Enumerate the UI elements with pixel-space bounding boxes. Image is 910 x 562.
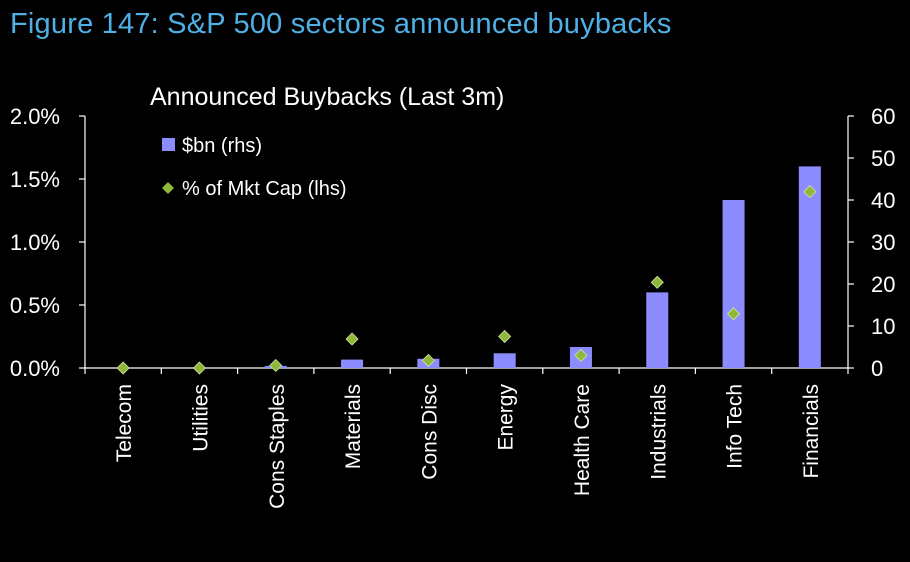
right-axis-tick-label: 20 <box>871 272 895 297</box>
legend-marker-label: % of Mkt Cap (lhs) <box>182 178 346 200</box>
bar <box>341 359 364 368</box>
x-axis-tick-label: Financials <box>800 384 823 479</box>
marker-point <box>574 348 588 362</box>
bar <box>493 353 516 368</box>
x-axis-labels: Telecom Utilities Cons Staples Materials Con… <box>84 368 849 509</box>
x-axis-tick-label: Industrials <box>647 384 670 480</box>
x-axis-tick-label: Info Tech <box>724 384 747 469</box>
right-axis-tick-label: 50 <box>871 146 895 171</box>
x-axis-tick-label: Cons Disc <box>418 384 441 480</box>
marker-point <box>116 361 130 375</box>
x-axis-tick-label: Energy <box>495 384 518 451</box>
legend-bar-swatch <box>162 138 175 151</box>
marker-point <box>192 361 207 375</box>
bar-series <box>264 166 821 368</box>
left-axis-tick-label: 0.0% <box>10 356 60 381</box>
x-axis-tick-label: Telecom <box>113 384 136 462</box>
bar <box>646 292 669 368</box>
right-axis: 0 10 20 30 40 50 60 <box>847 104 895 381</box>
bar <box>722 200 745 368</box>
x-axis-tick-label: Health Care <box>571 384 594 496</box>
left-axis-tick-label: 1.0% <box>10 230 60 255</box>
marker-series <box>116 185 817 375</box>
marker-point <box>269 358 283 373</box>
marker-point <box>650 275 664 289</box>
legend-marker-swatch <box>162 182 174 194</box>
legend-bar-label: $bn (rhs) <box>182 135 262 157</box>
left-axis-tick-label: 2.0% <box>10 104 60 129</box>
right-axis-tick-label: 40 <box>871 188 895 213</box>
chart-title: Announced Buybacks (Last 3m) <box>150 83 504 111</box>
x-axis-tick-label: Cons Staples <box>266 384 289 509</box>
right-axis-tick-label: 0 <box>871 356 883 381</box>
figure-title: Figure 147: S&P 500 sectors announced bu… <box>10 8 672 40</box>
left-axis: 0.0% 0.5% 1.0% 1.5% 2.0% <box>10 104 848 381</box>
left-axis-tick-label: 1.5% <box>10 167 60 192</box>
marker-point <box>726 307 741 321</box>
right-axis-tick-label: 30 <box>871 230 895 255</box>
left-axis-tick-label: 0.5% <box>10 293 60 318</box>
bar <box>798 166 821 368</box>
marker-point <box>498 329 512 344</box>
marker-point <box>345 332 359 346</box>
right-axis-tick-label: 60 <box>871 104 895 129</box>
right-axis-tick-label: 10 <box>871 314 895 339</box>
marker-point <box>803 185 817 199</box>
x-axis-tick-label: Utilities <box>189 384 212 452</box>
legend: $bn (rhs) % of Mkt Cap (lhs) <box>162 135 346 200</box>
x-axis-tick-label: Materials <box>342 384 365 469</box>
marker-point <box>421 353 435 368</box>
